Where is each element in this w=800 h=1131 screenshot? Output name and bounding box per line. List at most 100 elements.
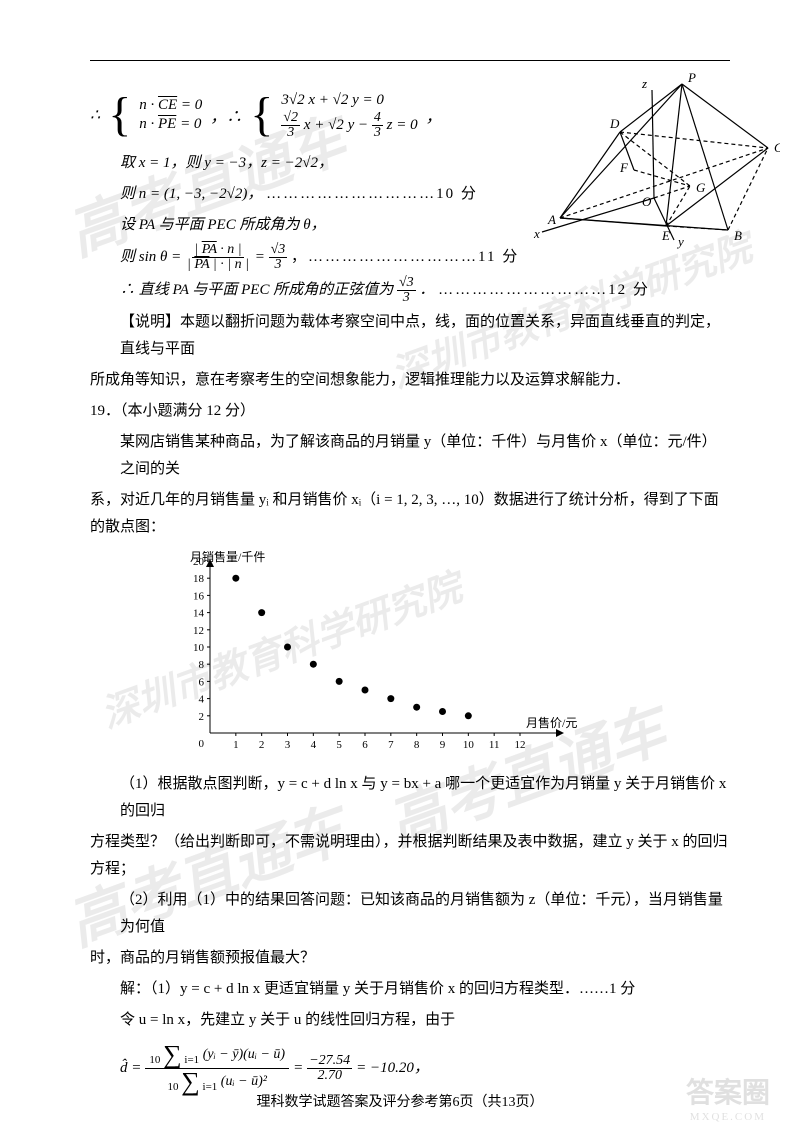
svg-text:x: x xyxy=(533,226,540,241)
svg-text:F: F xyxy=(619,160,629,175)
svg-text:G: G xyxy=(696,180,706,195)
frac-sin-den: | PA | · | n | xyxy=(185,258,251,272)
q19-sub1a: （1）根据散点图判断，y = c + d ln x 与 y = bx + a 哪… xyxy=(90,771,730,825)
svg-text:12: 12 xyxy=(193,624,204,636)
dhat-post: = −10.20， xyxy=(356,1055,429,1082)
svg-text:月销售量/千件: 月销售量/千件 xyxy=(190,551,265,564)
n-value: 则 n = (1, −3, −2√2)， xyxy=(120,186,262,202)
dhat-eq1: = xyxy=(293,1055,303,1082)
conclusion-post: ． xyxy=(419,281,434,297)
svg-text:0: 0 xyxy=(199,738,205,750)
svg-text:10: 10 xyxy=(193,642,205,654)
score-10: …………………………10 分 xyxy=(266,186,478,202)
svg-text:11: 11 xyxy=(489,739,500,751)
svg-text:2: 2 xyxy=(199,710,205,722)
score-11: ，…………………………11 分 xyxy=(291,248,519,264)
svg-text:8: 8 xyxy=(199,659,205,671)
svg-text:8: 8 xyxy=(414,739,420,751)
svg-text:6: 6 xyxy=(362,739,368,751)
geometry-figure: A B C D E F G O Pz y x xyxy=(520,70,780,260)
svg-text:5: 5 xyxy=(336,739,342,751)
scatter-svg: 24681012141618201234567891011120月销售量/千件月… xyxy=(160,551,600,761)
sum-top-expr: (yᵢ − ȳ)(uᵢ − ū) xyxy=(203,1047,285,1062)
dhat-pre: d̂ = xyxy=(120,1055,141,1082)
frac-sqrt3-3-b: √3 3 xyxy=(397,276,416,305)
explanation: 【说明】本题以翻折问题为载体考察空间中点，线，面的位置关系，异面直线垂直的判定，… xyxy=(90,309,730,363)
svg-text:月售价/元: 月售价/元 xyxy=(526,715,577,730)
dhat-frac2-den: 2.70 xyxy=(315,1069,344,1083)
conclusion-pre: ∴ 直线 PA 与平面 PEC 所成角的正弦值为 xyxy=(120,281,397,297)
svg-text:6: 6 xyxy=(199,676,205,688)
eq-tail: ， xyxy=(426,103,442,127)
frac-sin: | PA · n | | PA | · | n | xyxy=(185,243,251,272)
line-conclusion: ∴ 直线 PA 与平面 PEC 所成角的正弦值为 √3 3 ． ……………………… xyxy=(90,276,730,305)
frac-a-num: √3 xyxy=(269,243,288,258)
svg-text:4: 4 xyxy=(199,693,205,705)
q19-heading: 19．（本小题满分 12 分） xyxy=(90,398,730,425)
sys1-row1: n · CE = 0 xyxy=(139,96,202,116)
system-1: n · CE = 0 n · PE = 0 xyxy=(139,96,202,135)
frac-a-den: 3 xyxy=(272,258,283,272)
solution-line-1: 解：（1）y = c + d ln x 更适宜销量 y 关于月销售价 x 的回归… xyxy=(90,976,730,1003)
page-footer: 理科数学试题答案及评分参考第6页（共13页） xyxy=(0,1091,800,1111)
svg-text:A: A xyxy=(547,212,556,227)
svg-text:4: 4 xyxy=(311,739,317,751)
explain-body-2: 所成角等知识，意在考察考生的空间想象能力，逻辑推理能力以及运算求解能力． xyxy=(90,367,730,394)
q19-sub1b: 方程类型？（给出判断即可，不需说明理由），并根据判断结果及表中数据，建立 y 关… xyxy=(90,829,730,883)
svg-text:z: z xyxy=(641,76,647,91)
scatter-chart: 24681012141618201234567891011120月销售量/千件月… xyxy=(160,551,600,761)
svg-text:9: 9 xyxy=(440,739,446,751)
svg-text:E: E xyxy=(661,228,670,243)
dhat-big-frac: 10 ∑ i=1 (yᵢ − ȳ)(uᵢ − ū) 10 ∑ i=1 (uᵢ −… xyxy=(145,1042,289,1095)
frac-sin-num: | PA · n | xyxy=(192,243,243,258)
explain-label: 【说明】 xyxy=(120,314,180,330)
brace-1: { xyxy=(108,91,131,139)
frac-sqrt3-3-a: √3 3 xyxy=(269,243,288,272)
dhat-formula: d̂ = 10 ∑ i=1 (yᵢ − ȳ)(uᵢ − ū) 10 ∑ i=1 … xyxy=(90,1042,730,1095)
svg-text:7: 7 xyxy=(388,739,394,751)
sin-prefix: 则 sin θ = xyxy=(120,248,185,264)
sum-top: 10 ∑ i=1 xyxy=(149,1044,199,1066)
sys2-row2: √23 x + √2 y − 43 z = 0 xyxy=(281,111,417,140)
top-rule xyxy=(90,60,730,61)
svg-text:1: 1 xyxy=(233,739,239,751)
system-2: 3√2 x + √2 y = 0 √23 x + √2 y − 43 z = 0 xyxy=(281,91,417,140)
dhat-frac2: −27.54 2.70 xyxy=(307,1054,352,1083)
sys2-row1: 3√2 x + √2 y = 0 xyxy=(281,91,417,111)
solution-line-2: 令 u = ln x，先建立 y 关于 u 的线性回归方程，由于 xyxy=(90,1007,730,1034)
q19-sub2b: 时，商品的月销售额预报值最大？ xyxy=(90,945,730,972)
watermark-logo: 答案圈 xyxy=(686,1071,770,1111)
svg-text:10: 10 xyxy=(463,739,475,751)
sum-top-lower: i=1 xyxy=(184,1054,199,1066)
explain-body-1: 本题以翻折问题为载体考察空间中点，线，面的位置关系，异面直线垂直的判定，直线与平… xyxy=(120,314,720,357)
eq-1: = xyxy=(255,248,269,264)
frac-b-den: 3 xyxy=(401,291,412,305)
svg-text:14: 14 xyxy=(193,607,205,619)
q19-para-1b: 系，对近几年的月销售量 yᵢ 和月销售价 xᵢ（i = 1, 2, 3, …, … xyxy=(90,487,730,541)
q19-sub2a: （2）利用（1）中的结果回答问题：已知该商品的月销售额为 z（单位：千元），当月… xyxy=(90,887,730,941)
svg-text:P: P xyxy=(687,70,696,85)
svg-text:3: 3 xyxy=(285,739,291,751)
svg-text:C: C xyxy=(774,140,780,155)
svg-text:2: 2 xyxy=(259,739,265,751)
svg-text:D: D xyxy=(609,116,620,131)
sum-bot-expr: (uᵢ − ū)² xyxy=(221,1074,267,1089)
frac-b-num: √3 xyxy=(397,276,416,291)
svg-text:16: 16 xyxy=(193,590,205,602)
svg-text:O: O xyxy=(642,194,652,209)
brace-2: { xyxy=(250,91,273,139)
svg-text:y: y xyxy=(676,234,684,249)
q19-para-1a: 某网店销售某种商品，为了解该商品的月销量 y（单位：千件）与月售价 x（单位：元… xyxy=(90,429,730,483)
svg-text:B: B xyxy=(734,228,742,243)
sum-top-upper: 10 xyxy=(149,1054,160,1066)
dhat-num: 10 ∑ i=1 (yᵢ − ȳ)(uᵢ − ū) xyxy=(145,1042,289,1069)
dhat-frac2-num: −27.54 xyxy=(307,1054,352,1069)
sys1-row2: n · PE = 0 xyxy=(139,115,202,135)
sum-bot: 10 ∑ i=1 xyxy=(167,1071,217,1093)
therefore-1: ∴ xyxy=(90,105,100,125)
svg-text:18: 18 xyxy=(193,573,205,585)
page: 高考直通车 深圳市教育科学研究院 深圳市教育科学研究院 高考直通车 高考直通车 … xyxy=(0,0,800,1131)
watermark-logo-sub: MXQE.COM xyxy=(690,1111,766,1123)
score-12: …………………………12 分 xyxy=(438,281,650,297)
svg-text:12: 12 xyxy=(515,739,526,751)
